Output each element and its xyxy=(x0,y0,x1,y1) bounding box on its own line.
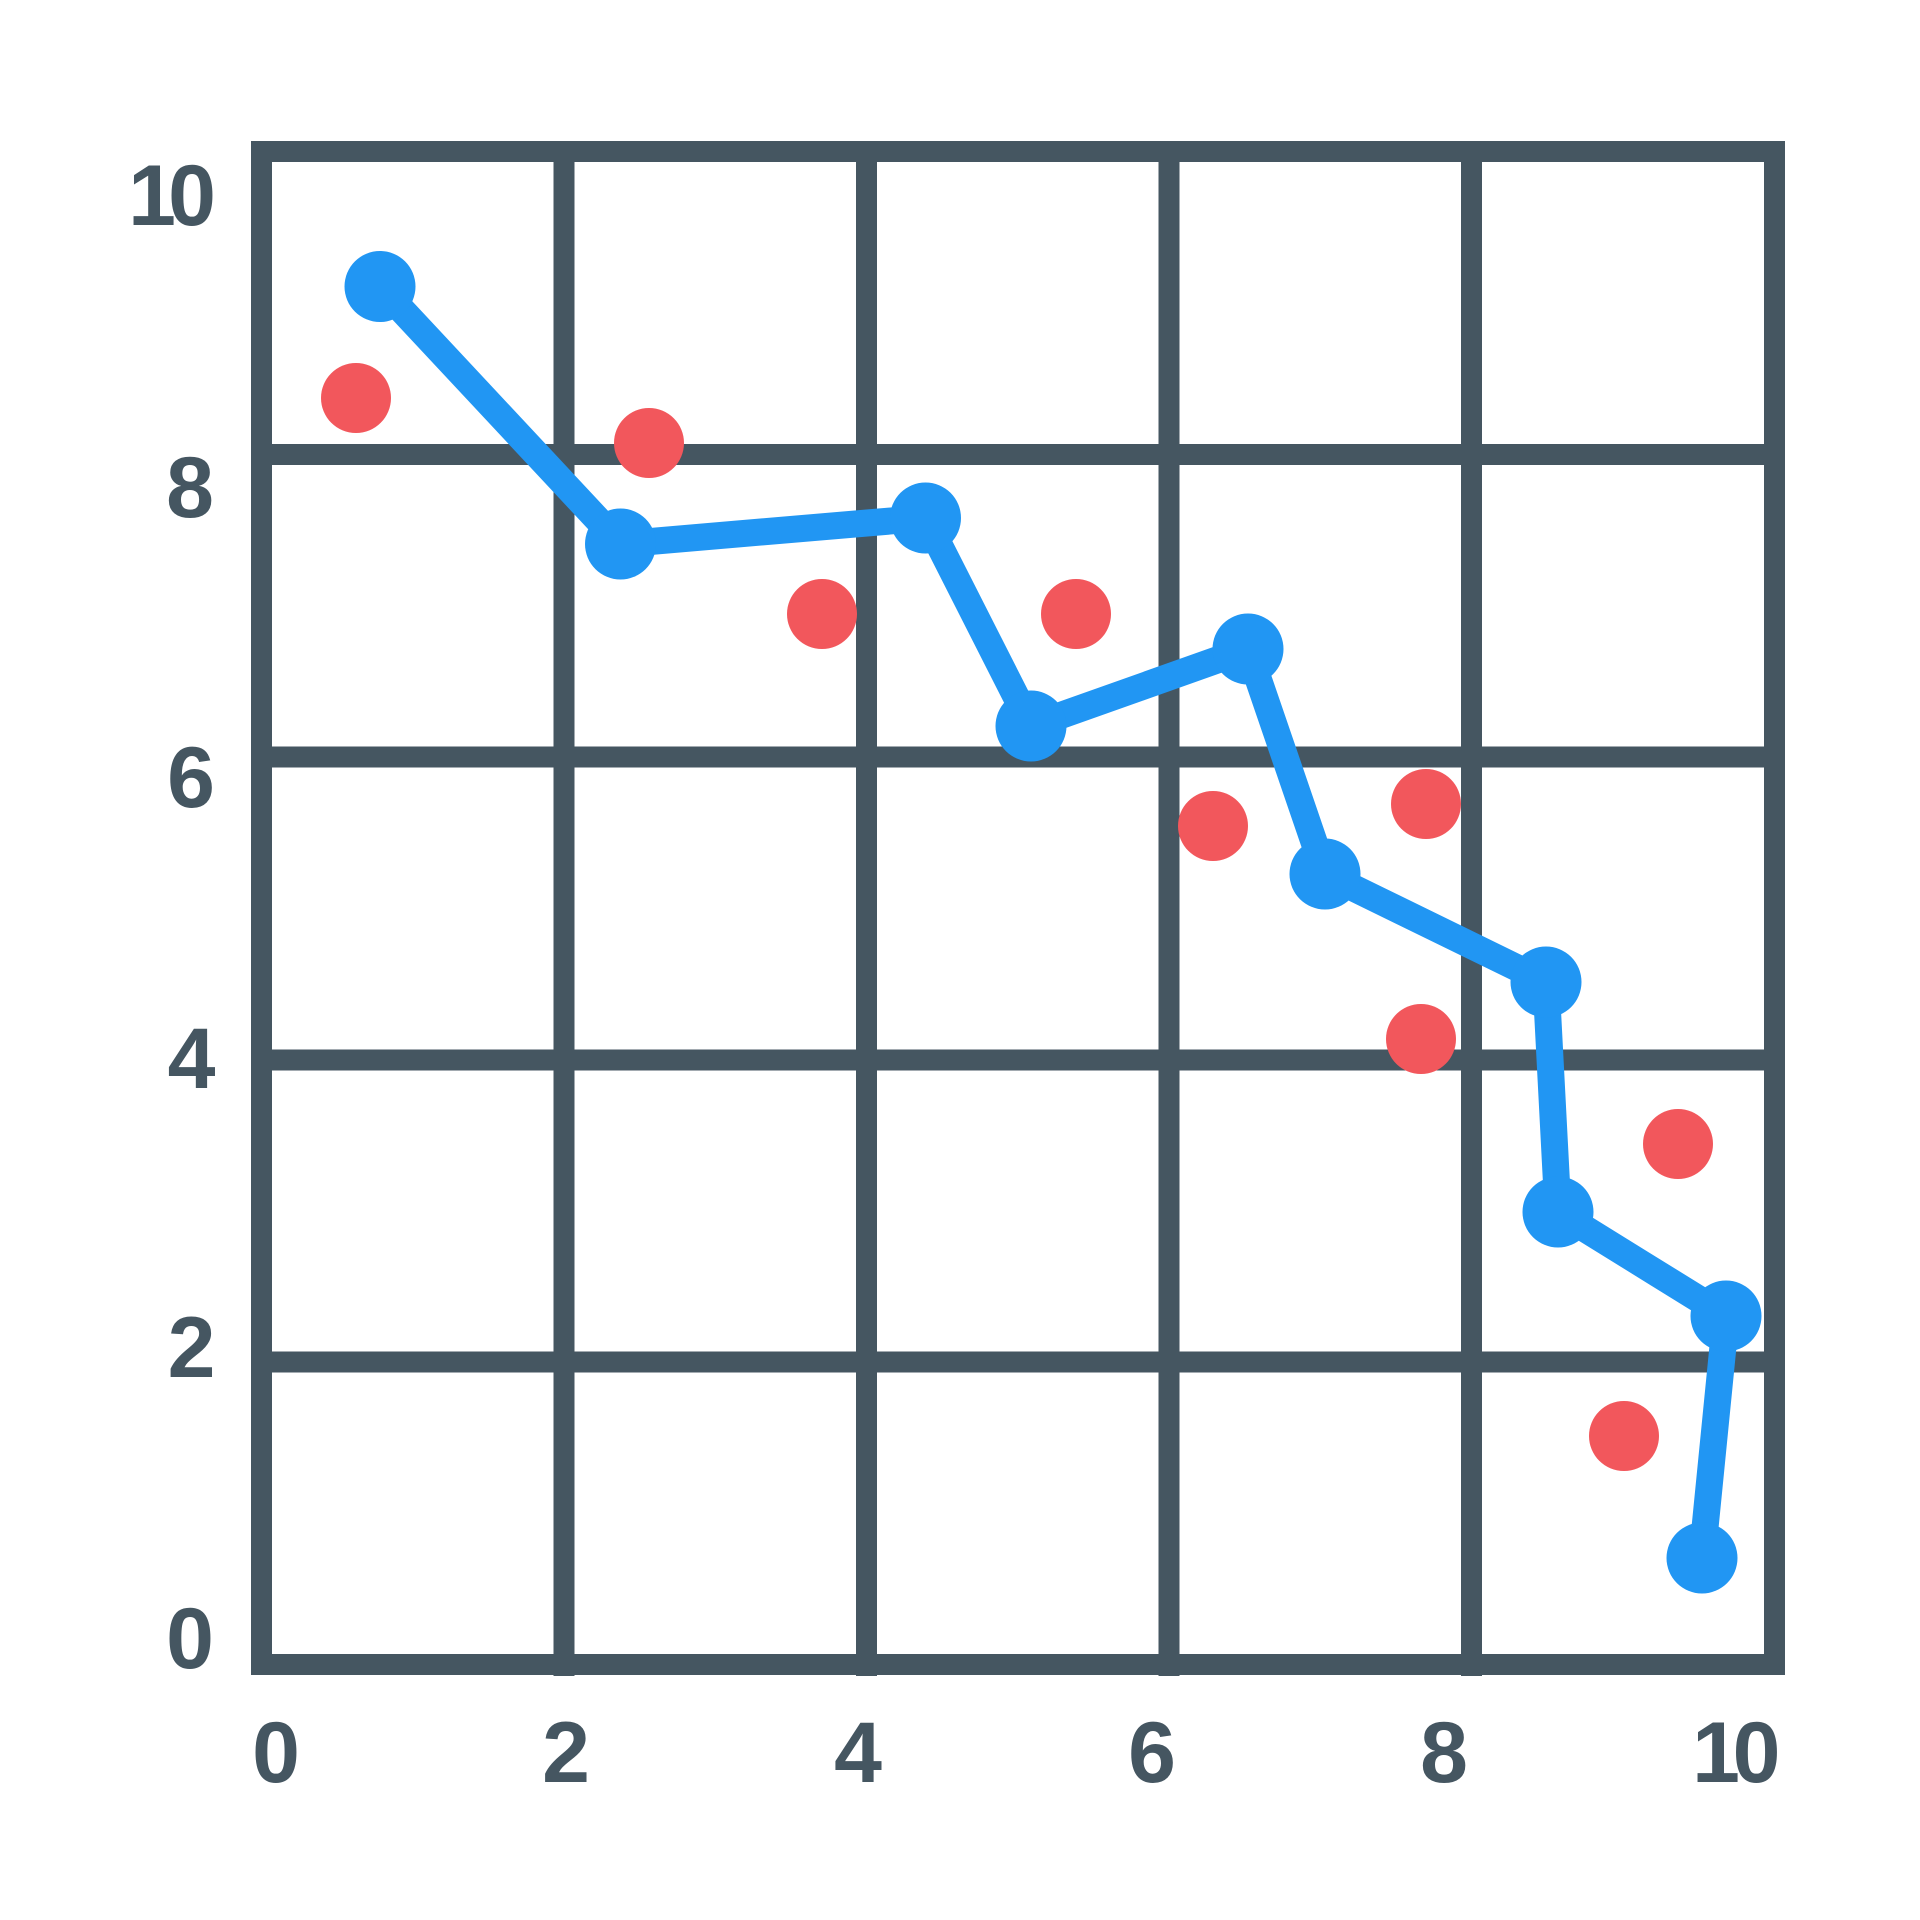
svg-text:6: 6 xyxy=(1128,1705,1176,1801)
svg-text:1: 1 xyxy=(128,148,176,244)
svg-text:8: 8 xyxy=(1420,1705,1468,1801)
svg-text:0: 0 xyxy=(168,148,216,244)
svg-text:2: 2 xyxy=(168,1300,216,1396)
svg-text:1: 1 xyxy=(1692,1705,1740,1801)
svg-text:6: 6 xyxy=(167,730,215,826)
svg-text:0: 0 xyxy=(166,1591,214,1687)
svg-text:0: 0 xyxy=(1733,1705,1781,1801)
svg-text:8: 8 xyxy=(166,440,214,536)
svg-text:4: 4 xyxy=(834,1705,882,1801)
svg-text:2: 2 xyxy=(542,1705,590,1801)
svg-text:0: 0 xyxy=(252,1705,300,1801)
svg-text:4: 4 xyxy=(168,1011,216,1107)
